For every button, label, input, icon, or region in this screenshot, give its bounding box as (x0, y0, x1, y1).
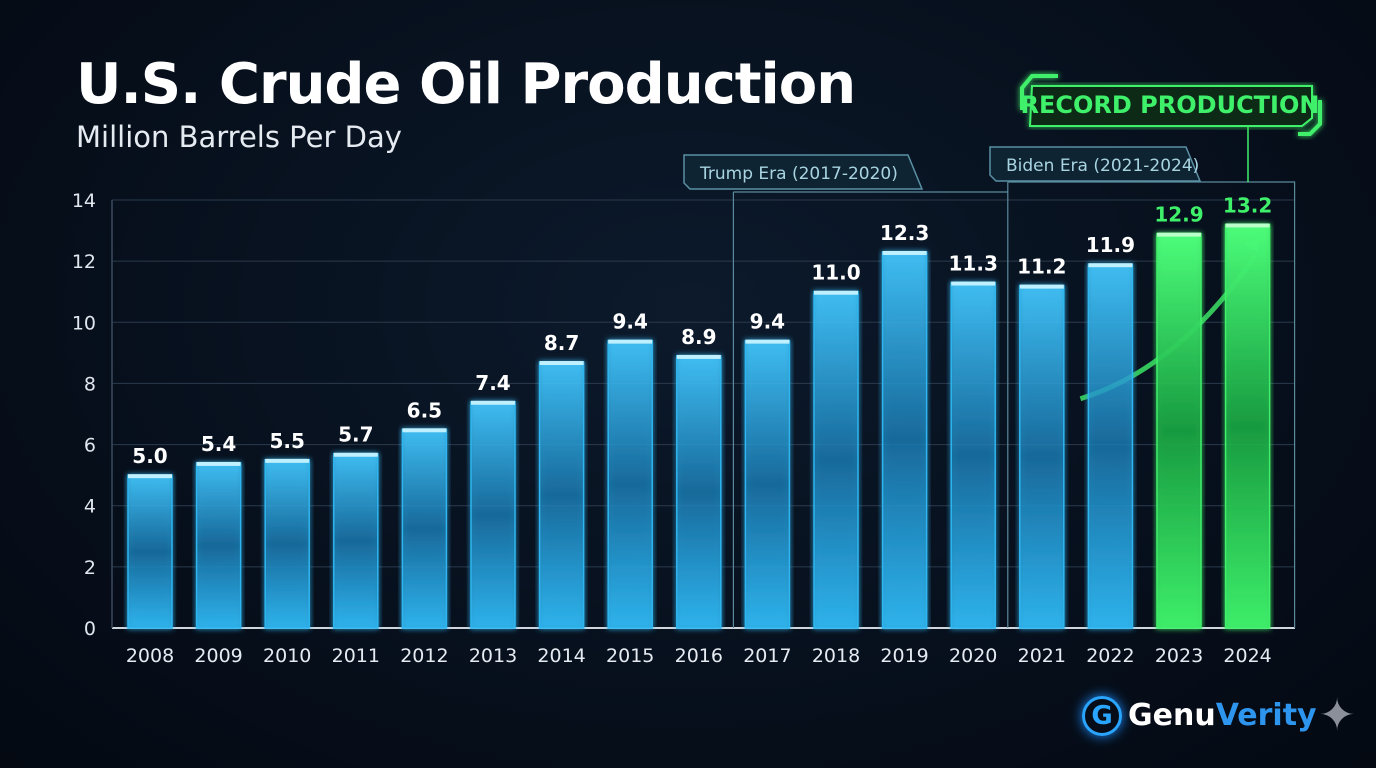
data-label: 11.9 (1086, 233, 1135, 257)
g-circuit-icon: G (1082, 695, 1122, 736)
bar-cap (265, 458, 310, 463)
bar-2018 (813, 290, 859, 629)
bar-2019 (881, 251, 928, 629)
y-tick-label: 12 (72, 251, 96, 273)
x-tick-label: 2011 (332, 645, 380, 667)
data-label: 5.0 (132, 444, 167, 468)
bar-cap (882, 250, 927, 255)
bar-2023 (1156, 232, 1202, 629)
record-box (1028, 85, 1313, 127)
logo-text-genu: Genu (1128, 698, 1216, 733)
data-label: 6.5 (407, 398, 442, 422)
data-label: 11.0 (811, 261, 860, 285)
x-tick-label: 2018 (812, 645, 860, 667)
bar-2020 (950, 281, 996, 629)
data-label: 12.9 (1154, 203, 1203, 227)
bar-cap (745, 339, 790, 344)
bar-cap (608, 339, 653, 344)
genuverity-logo: G GenuVerity ✦ (1082, 690, 1355, 741)
bar-2024 (1224, 223, 1271, 629)
x-tick-label: 2021 (1018, 645, 1066, 667)
bar-2011 (333, 452, 379, 629)
bar-cap (1019, 284, 1064, 289)
bar-2014 (538, 361, 585, 629)
x-tick-label: 2024 (1223, 645, 1271, 667)
x-tick-label: 2012 (400, 645, 448, 667)
bar-cap (676, 354, 721, 359)
era-bracket (1007, 181, 1296, 628)
data-label: 9.4 (612, 310, 647, 334)
x-tick-label: 2023 (1155, 645, 1203, 667)
era-label-box (683, 154, 924, 190)
bar-cap (333, 452, 378, 457)
data-label: 13.2 (1223, 193, 1272, 217)
bar-2015 (607, 339, 653, 629)
y-tick-label: 6 (84, 435, 96, 457)
bar-2021 (1019, 284, 1065, 629)
x-tick-label: 2017 (743, 645, 791, 667)
bar-2017 (744, 339, 791, 629)
bar-cap (128, 474, 172, 479)
bar-2016 (676, 355, 722, 629)
record-box-corner (1020, 74, 1322, 136)
x-tick-label: 2013 (469, 645, 517, 667)
chart-subtitle: Million Barrels Per Day (76, 120, 402, 154)
x-tick-label: 2022 (1086, 645, 1134, 667)
bar-2009 (195, 462, 242, 629)
record-label: RECORD PRODUCTION (1021, 91, 1320, 119)
y-tick-label: 2 (84, 557, 96, 579)
bar-2010 (264, 459, 310, 629)
y-tick-label: 10 (72, 312, 96, 334)
y-tick-label: 0 (84, 618, 96, 640)
x-tick-label: 2014 (537, 645, 585, 667)
bar-2013 (470, 401, 516, 629)
era-bracket (732, 191, 1008, 628)
x-tick-label: 2009 (194, 645, 242, 667)
data-label: 8.7 (544, 331, 579, 355)
logo-text-verity: Verity (1215, 698, 1317, 733)
data-label: 7.4 (475, 371, 510, 395)
bar-2008 (127, 474, 173, 629)
bar-cap (471, 400, 515, 405)
y-tick-label: 4 (84, 496, 96, 518)
data-label: 11.3 (949, 252, 998, 276)
bar-cap (1088, 263, 1133, 268)
data-label: 9.4 (750, 310, 785, 334)
bar-cap (1157, 232, 1201, 237)
bar-cap (1225, 223, 1270, 228)
x-tick-label: 2020 (949, 645, 997, 667)
chart-title: U.S. Crude Oil Production (76, 52, 856, 117)
x-tick-label: 2016 (675, 645, 723, 667)
x-tick-label: 2015 (606, 645, 654, 667)
data-label: 8.9 (681, 325, 716, 349)
sparkle-icon: ✦ (1318, 690, 1356, 741)
data-label: 5.7 (338, 423, 373, 447)
data-label: 5.4 (201, 432, 236, 456)
data-label: 12.3 (880, 221, 929, 245)
data-label: 5.5 (269, 429, 304, 453)
data-label: 11.2 (1017, 255, 1066, 279)
y-tick-label: 14 (72, 190, 96, 212)
x-tick-label: 2019 (880, 645, 928, 667)
bar-cap (402, 428, 447, 433)
bar-cap (196, 461, 241, 466)
era-label-box (989, 146, 1202, 182)
bar-2022 (1087, 263, 1134, 629)
bar-cap (539, 361, 584, 366)
era-label: Biden Era (2021-2024) (1006, 156, 1199, 176)
x-tick-label: 2010 (263, 645, 311, 667)
y-tick-label: 8 (84, 373, 96, 395)
bar-2012 (401, 428, 448, 629)
bar-cap (951, 281, 996, 286)
era-label: Trump Era (2017-2020) (699, 164, 898, 184)
x-tick-label: 2008 (126, 645, 174, 667)
bar-cap (814, 290, 858, 295)
